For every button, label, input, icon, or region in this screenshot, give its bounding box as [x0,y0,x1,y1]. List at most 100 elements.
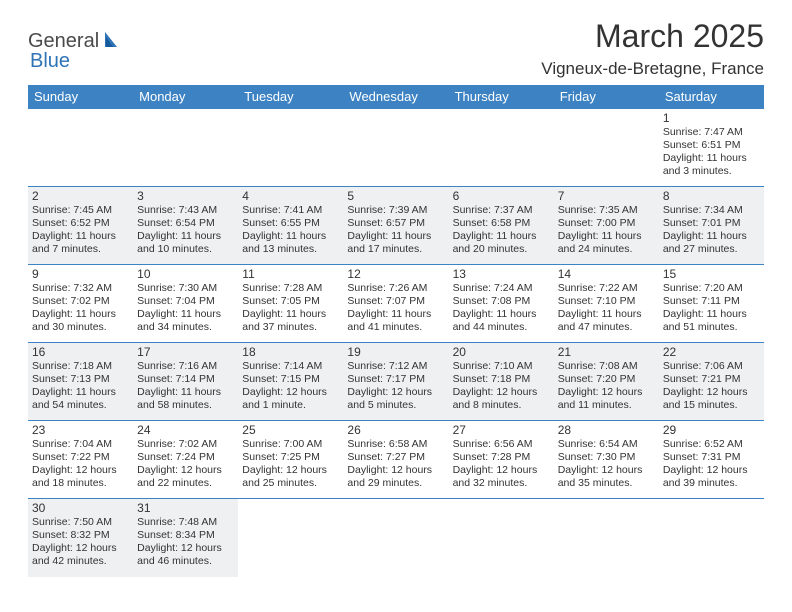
day-info-line: Sunrise: 7:26 AM [347,282,444,295]
day-info-line: Sunset: 6:54 PM [137,217,234,230]
day-info-line: Sunrise: 7:02 AM [137,438,234,451]
day-info-line: and 30 minutes. [32,321,129,334]
calendar-header-row: Sunday Monday Tuesday Wednesday Thursday… [28,85,764,109]
day-info-line: Sunrise: 7:35 AM [558,204,655,217]
day-number: 21 [558,345,655,359]
calendar-week-row: 23Sunrise: 7:04 AMSunset: 7:22 PMDayligh… [28,421,764,499]
day-info-line: and 44 minutes. [453,321,550,334]
calendar-day-cell: 10Sunrise: 7:30 AMSunset: 7:04 PMDayligh… [133,265,238,343]
calendar-week-row: 16Sunrise: 7:18 AMSunset: 7:13 PMDayligh… [28,343,764,421]
day-number: 7 [558,189,655,203]
day-info-line: Sunset: 6:52 PM [32,217,129,230]
calendar-week-row: 30Sunrise: 7:50 AMSunset: 8:32 PMDayligh… [28,499,764,577]
day-number: 1 [663,111,760,125]
day-info-line: and 1 minute. [242,399,339,412]
calendar-day-cell: 20Sunrise: 7:10 AMSunset: 7:18 PMDayligh… [449,343,554,421]
day-info: Sunrise: 7:28 AMSunset: 7:05 PMDaylight:… [242,282,339,335]
day-info-line: Sunset: 7:01 PM [663,217,760,230]
day-info-line: Sunset: 7:02 PM [32,295,129,308]
day-info-line: Sunrise: 7:48 AM [137,516,234,529]
day-info: Sunrise: 7:10 AMSunset: 7:18 PMDaylight:… [453,360,550,413]
calendar-day-cell: 4Sunrise: 7:41 AMSunset: 6:55 PMDaylight… [238,187,343,265]
day-info-line: Daylight: 11 hours [137,308,234,321]
day-info-line: Daylight: 11 hours [347,230,444,243]
calendar-body: 1Sunrise: 7:47 AMSunset: 6:51 PMDaylight… [28,109,764,577]
day-info: Sunrise: 7:16 AMSunset: 7:14 PMDaylight:… [137,360,234,413]
day-info-line: Sunrise: 7:37 AM [453,204,550,217]
day-info-line: Sunset: 7:04 PM [137,295,234,308]
day-info-line: Sunrise: 7:30 AM [137,282,234,295]
day-number: 31 [137,501,234,515]
calendar-day-cell: 12Sunrise: 7:26 AMSunset: 7:07 PMDayligh… [343,265,448,343]
page-header: General March 2025 Vigneux-de-Bretagne, … [28,18,764,79]
calendar-day-cell: 14Sunrise: 7:22 AMSunset: 7:10 PMDayligh… [554,265,659,343]
day-info-line: Sunset: 7:21 PM [663,373,760,386]
day-number: 20 [453,345,550,359]
day-info-line: and 13 minutes. [242,243,339,256]
calendar-day-cell: 22Sunrise: 7:06 AMSunset: 7:21 PMDayligh… [659,343,764,421]
day-info-line: Sunset: 7:22 PM [32,451,129,464]
day-info: Sunrise: 7:37 AMSunset: 6:58 PMDaylight:… [453,204,550,257]
location-label: Vigneux-de-Bretagne, France [541,59,764,79]
day-number: 17 [137,345,234,359]
calendar-day-cell [449,109,554,187]
day-info-line: Sunset: 7:15 PM [242,373,339,386]
weekday-header: Sunday [28,85,133,109]
day-info-line: Sunrise: 7:39 AM [347,204,444,217]
day-info-line: Daylight: 11 hours [663,230,760,243]
calendar-week-row: 2Sunrise: 7:45 AMSunset: 6:52 PMDaylight… [28,187,764,265]
calendar-day-cell [133,109,238,187]
day-info-line: Sunset: 6:51 PM [663,139,760,152]
day-info-line: Daylight: 12 hours [558,386,655,399]
calendar-day-cell [238,109,343,187]
day-info-line: Sunset: 7:25 PM [242,451,339,464]
day-info-line: Sunrise: 7:00 AM [242,438,339,451]
calendar-day-cell: 16Sunrise: 7:18 AMSunset: 7:13 PMDayligh… [28,343,133,421]
calendar-day-cell: 29Sunrise: 6:52 AMSunset: 7:31 PMDayligh… [659,421,764,499]
calendar-day-cell: 5Sunrise: 7:39 AMSunset: 6:57 PMDaylight… [343,187,448,265]
day-info-line: Sunset: 7:27 PM [347,451,444,464]
day-number: 6 [453,189,550,203]
day-info-line: Daylight: 12 hours [347,464,444,477]
day-info: Sunrise: 7:26 AMSunset: 7:07 PMDaylight:… [347,282,444,335]
day-info-line: Sunset: 7:17 PM [347,373,444,386]
day-info-line: Sunrise: 6:52 AM [663,438,760,451]
day-info-line: Sunrise: 7:43 AM [137,204,234,217]
day-info-line: and 15 minutes. [663,399,760,412]
day-info-line: Daylight: 11 hours [32,230,129,243]
day-info-line: Sunset: 8:32 PM [32,529,129,542]
day-info-line: Sunset: 7:11 PM [663,295,760,308]
weekday-header: Thursday [449,85,554,109]
calendar-day-cell: 15Sunrise: 7:20 AMSunset: 7:11 PMDayligh… [659,265,764,343]
day-info-line: Sunset: 6:58 PM [453,217,550,230]
day-info-line: Daylight: 12 hours [32,542,129,555]
day-info-line: Sunset: 6:57 PM [347,217,444,230]
day-info-line: Sunset: 7:20 PM [558,373,655,386]
day-info-line: Sunrise: 6:58 AM [347,438,444,451]
day-info-line: Sunset: 7:13 PM [32,373,129,386]
day-info-line: and 20 minutes. [453,243,550,256]
day-info-line: Sunrise: 6:56 AM [453,438,550,451]
day-info-line: Daylight: 12 hours [453,464,550,477]
day-info-line: Daylight: 11 hours [663,308,760,321]
day-info-line: and 29 minutes. [347,477,444,490]
day-info-line: Daylight: 12 hours [663,386,760,399]
day-info-line: Sunset: 8:34 PM [137,529,234,542]
day-info-line: Sunrise: 7:50 AM [32,516,129,529]
calendar-day-cell: 11Sunrise: 7:28 AMSunset: 7:05 PMDayligh… [238,265,343,343]
day-info: Sunrise: 7:24 AMSunset: 7:08 PMDaylight:… [453,282,550,335]
calendar-day-cell [554,109,659,187]
calendar-day-cell: 7Sunrise: 7:35 AMSunset: 7:00 PMDaylight… [554,187,659,265]
day-info-line: Daylight: 12 hours [347,386,444,399]
day-info-line: Daylight: 11 hours [137,386,234,399]
day-info-line: Sunrise: 7:45 AM [32,204,129,217]
day-info-line: and 7 minutes. [32,243,129,256]
calendar-day-cell: 13Sunrise: 7:24 AMSunset: 7:08 PMDayligh… [449,265,554,343]
calendar-day-cell: 17Sunrise: 7:16 AMSunset: 7:14 PMDayligh… [133,343,238,421]
calendar-day-cell: 23Sunrise: 7:04 AMSunset: 7:22 PMDayligh… [28,421,133,499]
day-info-line: and 22 minutes. [137,477,234,490]
day-info: Sunrise: 7:48 AMSunset: 8:34 PMDaylight:… [137,516,234,569]
day-number: 30 [32,501,129,515]
month-title: March 2025 [541,18,764,55]
day-info-line: Sunset: 7:24 PM [137,451,234,464]
